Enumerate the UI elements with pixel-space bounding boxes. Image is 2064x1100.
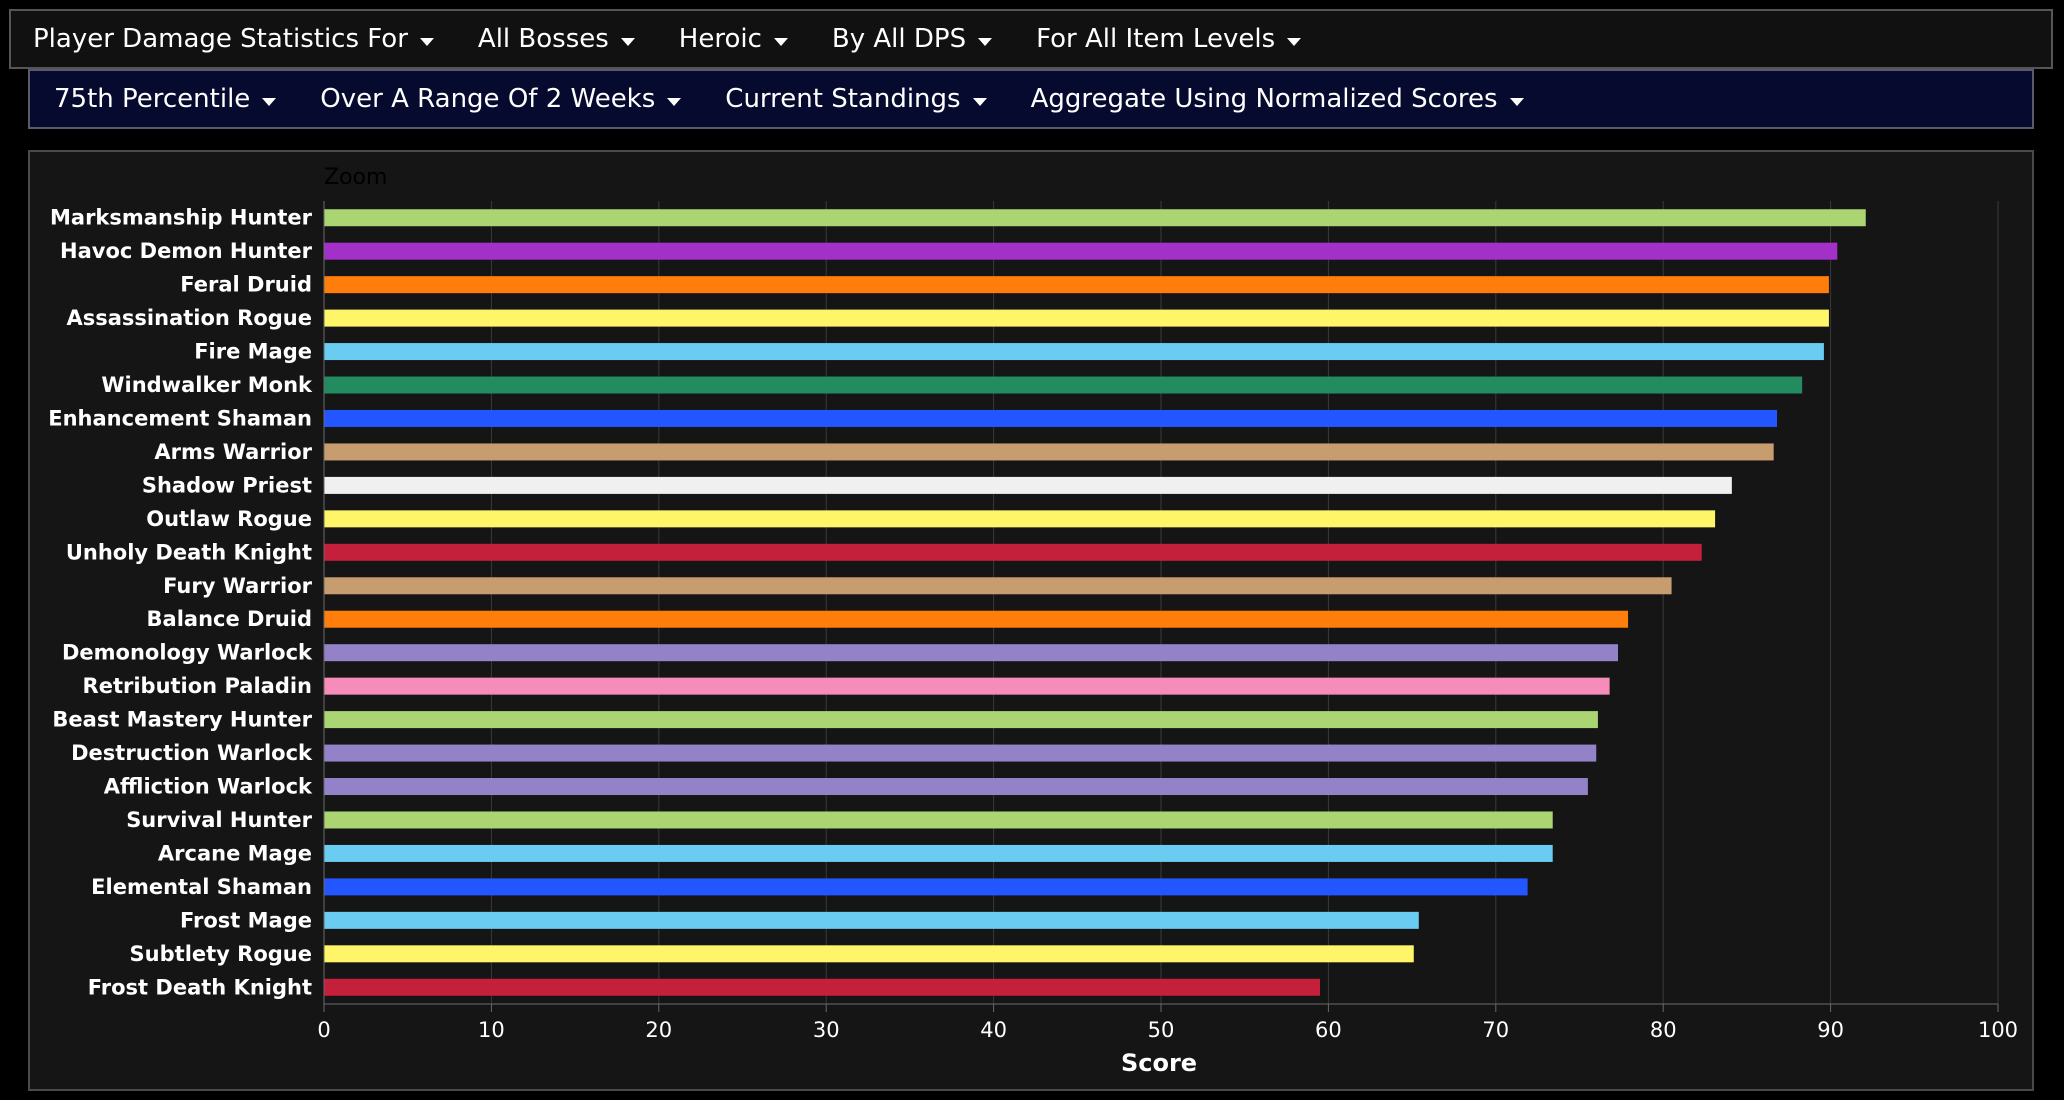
category-label: Unholy Death Knight (66, 540, 312, 564)
filter-dropdown-0[interactable]: Player Damage Statistics For (33, 24, 434, 54)
caret-down-icon (1287, 38, 1302, 46)
x-tick-label: 90 (1817, 1018, 1844, 1042)
bar[interactable] (324, 443, 1774, 461)
bar[interactable] (324, 878, 1528, 896)
bar[interactable] (324, 610, 1629, 628)
filter-bar-primary: Player Damage Statistics For All Bosses He… (9, 9, 2053, 69)
category-label: Fire Mage (194, 340, 312, 364)
range-dropdown-label: Aggregate Using Normalized Scores (1030, 84, 1498, 114)
bar[interactable] (324, 543, 1702, 561)
caret-down-icon (620, 38, 635, 46)
filter-dropdown-4[interactable]: For All Item Levels (1036, 24, 1302, 54)
category-label: Shadow Priest (142, 473, 312, 497)
x-tick-label: 40 (980, 1018, 1007, 1042)
category-label: Assassination Rogue (67, 306, 313, 330)
filter-dropdown-label: For All Item Levels (1036, 24, 1276, 54)
filter-dropdown-3[interactable]: By All DPS (831, 24, 993, 54)
category-label: Havoc Demon Hunter (60, 239, 313, 263)
bar[interactable] (324, 242, 1838, 260)
category-label: Outlaw Rogue (146, 507, 312, 531)
bar[interactable] (324, 911, 1419, 929)
bar[interactable] (324, 844, 1553, 862)
bar[interactable] (324, 276, 1829, 294)
bar[interactable] (324, 577, 1672, 595)
category-label: Frost Death Knight (88, 975, 312, 999)
category-label: Subtlety Rogue (130, 942, 312, 966)
bar[interactable] (324, 778, 1588, 796)
range-dropdown-3[interactable]: Aggregate Using Normalized Scores (1031, 84, 1524, 114)
filter-dropdown-label: Heroic (678, 24, 762, 54)
category-label: Elemental Shaman (91, 875, 312, 899)
x-tick-label: 100 (1978, 1018, 2018, 1042)
category-label: Fury Warrior (163, 574, 313, 598)
filter-dropdown-label: Player Damage Statistics For (33, 24, 408, 54)
x-tick-label: 20 (645, 1018, 672, 1042)
category-label: Retribution Paladin (83, 674, 312, 698)
category-label: Survival Hunter (126, 808, 312, 832)
range-dropdown-2[interactable]: Current Standings (725, 84, 987, 114)
caret-down-icon (978, 38, 993, 46)
caret-down-icon (773, 38, 788, 46)
bar[interactable] (324, 978, 1321, 996)
bar[interactable] (324, 409, 1778, 427)
bar[interactable] (324, 209, 1866, 227)
category-label: Arcane Mage (158, 841, 312, 865)
chart-panel: Zoom Marksmanship Hunter Havoc Demon Hunt… (28, 150, 2034, 1091)
caret-down-icon (262, 98, 277, 106)
category-label: Feral Druid (180, 273, 312, 297)
filter-bar-secondary: 75th Percentile Over A Range Of 2 Weeks Cu… (28, 69, 2034, 129)
bar[interactable] (324, 644, 1619, 662)
range-dropdown-0[interactable]: 75th Percentile (54, 84, 277, 114)
bar[interactable] (324, 945, 1414, 963)
bar[interactable] (324, 309, 1829, 327)
category-label: Destruction Warlock (71, 741, 313, 765)
caret-down-icon (972, 98, 987, 106)
category-label: Beast Mastery Hunter (52, 708, 312, 732)
bar[interactable] (324, 811, 1553, 829)
x-tick-label: 10 (478, 1018, 505, 1042)
bar[interactable] (324, 677, 1610, 695)
category-label: Affliction Warlock (104, 775, 313, 799)
filter-dropdown-2[interactable]: Heroic (679, 24, 788, 54)
category-label: Balance Druid (147, 607, 312, 631)
category-label: Marksmanship Hunter (50, 206, 313, 230)
x-tick-label: 70 (1482, 1018, 1509, 1042)
range-dropdown-label: Over A Range Of 2 Weeks (320, 84, 656, 114)
caret-down-icon (419, 38, 434, 46)
range-dropdown-label: Current Standings (725, 84, 961, 114)
category-label: Frost Mage (180, 908, 312, 932)
filter-dropdown-1[interactable]: All Bosses (478, 24, 635, 54)
bar[interactable] (324, 510, 1716, 528)
bar[interactable] (324, 343, 1824, 361)
x-axis-title: Score (1121, 1049, 1197, 1077)
x-tick-label: 30 (813, 1018, 840, 1042)
category-label: Demonology Warlock (62, 641, 313, 665)
category-label: Arms Warrior (154, 440, 312, 464)
filter-dropdown-label: By All DPS (831, 24, 967, 54)
x-tick-label: 80 (1650, 1018, 1677, 1042)
bar-chart: Zoom Marksmanship Hunter Havoc Demon Hunt… (48, 165, 2018, 1077)
caret-down-icon (667, 98, 682, 106)
category-label: Enhancement Shaman (48, 406, 312, 430)
bar[interactable] (324, 476, 1732, 494)
caret-down-icon (1509, 98, 1524, 106)
x-tick-label: 60 (1315, 1018, 1342, 1042)
bar[interactable] (324, 711, 1598, 729)
x-tick-label: 50 (1148, 1018, 1175, 1042)
category-label: Windwalker Monk (101, 373, 313, 397)
bar[interactable] (324, 744, 1597, 762)
zoom-label[interactable]: Zoom (324, 165, 387, 190)
bar[interactable] (324, 376, 1803, 394)
range-dropdown-label: 75th Percentile (54, 84, 251, 114)
x-tick-label: 0 (317, 1018, 330, 1042)
range-dropdown-1[interactable]: Over A Range Of 2 Weeks (320, 84, 682, 114)
filter-dropdown-label: All Bosses (477, 24, 609, 54)
